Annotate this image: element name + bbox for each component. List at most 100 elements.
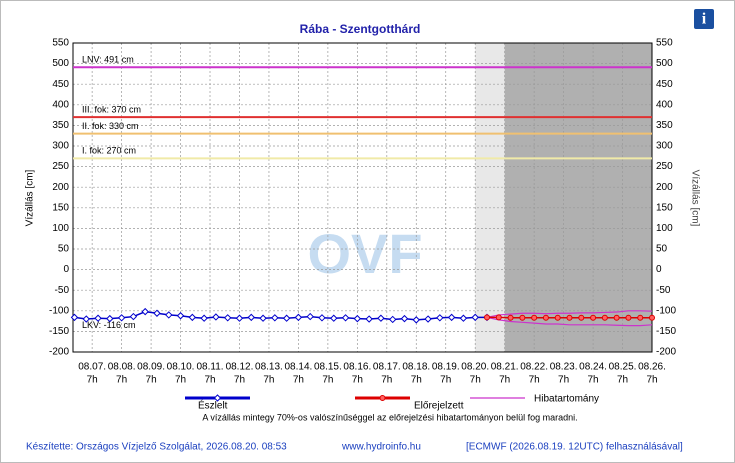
x-tick-hour: 7h: [440, 375, 451, 386]
x-tick-label: 08.13.: [255, 362, 283, 373]
marker: [649, 314, 655, 321]
x-tick-label: 08.25.: [609, 362, 637, 373]
marker: [330, 314, 338, 322]
x-tick-hour: 7h: [234, 375, 245, 386]
x-tick-hour: 7h: [293, 375, 304, 386]
y-tick-label: -100: [49, 305, 69, 316]
marker: [129, 312, 138, 321]
info-icon[interactable]: i: [702, 11, 707, 28]
marker: [153, 309, 161, 317]
marker: [294, 313, 303, 322]
marker: [471, 313, 479, 322]
legend-marker: [379, 395, 386, 401]
marker: [400, 314, 409, 323]
marker: [341, 314, 350, 322]
x-tick-hour: 7h: [263, 375, 274, 386]
x-tick-label: 08.07.: [78, 362, 106, 373]
y2-tick-label: 50: [656, 244, 668, 255]
marker: [212, 313, 220, 321]
y-tick-label: 500: [52, 58, 69, 69]
marker: [424, 315, 432, 323]
y2-tick-label: 450: [656, 79, 673, 90]
marker: [447, 313, 456, 322]
y-tick-label: 200: [52, 182, 69, 193]
marker: [365, 315, 373, 323]
y-tick-label: 0: [63, 264, 69, 275]
forecast-zone-light: [475, 43, 505, 352]
y2-tick-label: 350: [656, 120, 673, 131]
y-tick-label: 300: [52, 141, 69, 152]
y-tick-label: 100: [52, 223, 69, 234]
marker: [117, 314, 126, 322]
x-tick-label: 08.09.: [137, 362, 165, 373]
y-tick-label: 50: [58, 244, 70, 255]
y-tick-label: 550: [52, 38, 69, 49]
y-tick-label: 150: [52, 202, 69, 213]
x-tick-hour: 7h: [411, 375, 422, 386]
plot-border: [72, 42, 653, 353]
x-tick-label: 08.17.: [373, 362, 401, 373]
marker: [436, 314, 444, 322]
marker: [459, 314, 468, 322]
x-tick-hour: 7h: [204, 375, 215, 386]
marker: [377, 314, 385, 322]
y2-tick-label: 200: [656, 182, 673, 193]
threshold-label: I. fok: 270 cm: [82, 146, 136, 156]
marker: [613, 314, 620, 321]
marker: [70, 313, 79, 322]
marker: [412, 316, 420, 324]
threshold-label: II. fok: 330 cm: [82, 121, 139, 131]
x-tick-label: 08.14.: [285, 362, 313, 373]
y2-tick-label: 100: [656, 223, 673, 234]
threshold-label: LNV: 491 cm: [82, 55, 134, 65]
x-tick-label: 08.22.: [520, 362, 548, 373]
y2-tick-label: 0: [656, 264, 662, 275]
legend-marker: [213, 394, 222, 402]
y-axis-label: Vízállás [cm]: [25, 169, 36, 226]
x-tick-label: 08.10.: [167, 362, 195, 373]
forecast-zone: [504, 43, 652, 352]
y2-tick-label: 500: [656, 58, 673, 69]
x-tick-hour: 7h: [352, 375, 363, 386]
legend-label: Hibatartomány: [534, 394, 599, 405]
marker: [200, 314, 208, 322]
marker: [82, 315, 90, 323]
marker: [271, 314, 279, 322]
y2-axis-label: Vízállás [cm]: [689, 170, 700, 227]
marker: [388, 315, 397, 324]
x-tick-label: 08.08.: [108, 362, 136, 373]
marker: [106, 314, 114, 323]
x-tick-hour: 7h: [499, 375, 510, 386]
marker: [318, 314, 326, 322]
info-button[interactable]: i: [694, 9, 714, 29]
info-box[interactable]: [694, 9, 714, 29]
marker: [495, 314, 502, 321]
marker: [566, 314, 573, 321]
y-tick-label: -50: [55, 285, 70, 296]
footer-link[interactable]: www.hydroinfo.hu: [341, 442, 421, 453]
marker: [519, 314, 526, 321]
y2-tick-label: 550: [656, 38, 673, 49]
x-tick-label: 08.21.: [491, 362, 519, 373]
x-tick-hour: 7h: [175, 375, 186, 386]
y-tick-label: -200: [49, 347, 69, 358]
x-tick-label: 08.12.: [226, 362, 254, 373]
y-tick-label: -150: [49, 326, 69, 337]
x-tick-hour: 7h: [116, 375, 127, 386]
threshold-label: III. fok: 370 cm: [82, 105, 141, 115]
watermark: OVF: [307, 222, 422, 285]
y2-tick-label: 150: [656, 202, 673, 213]
x-tick-hour: 7h: [381, 375, 392, 386]
marker: [483, 314, 490, 321]
y2-tick-label: -50: [656, 285, 671, 296]
chart-title: Rába - Szentgotthárd: [300, 22, 421, 36]
x-tick-hour: 7h: [87, 375, 98, 386]
error-band-lower: [486, 316, 653, 327]
x-tick-label: 08.23.: [550, 362, 578, 373]
marker: [507, 314, 514, 321]
legend-label: Előrejelzett: [414, 401, 464, 412]
y2-tick-label: -200: [656, 347, 676, 358]
y2-tick-label: 250: [656, 161, 673, 172]
note: A vízállás mintegy 70%-os valószínűségge…: [202, 412, 577, 422]
